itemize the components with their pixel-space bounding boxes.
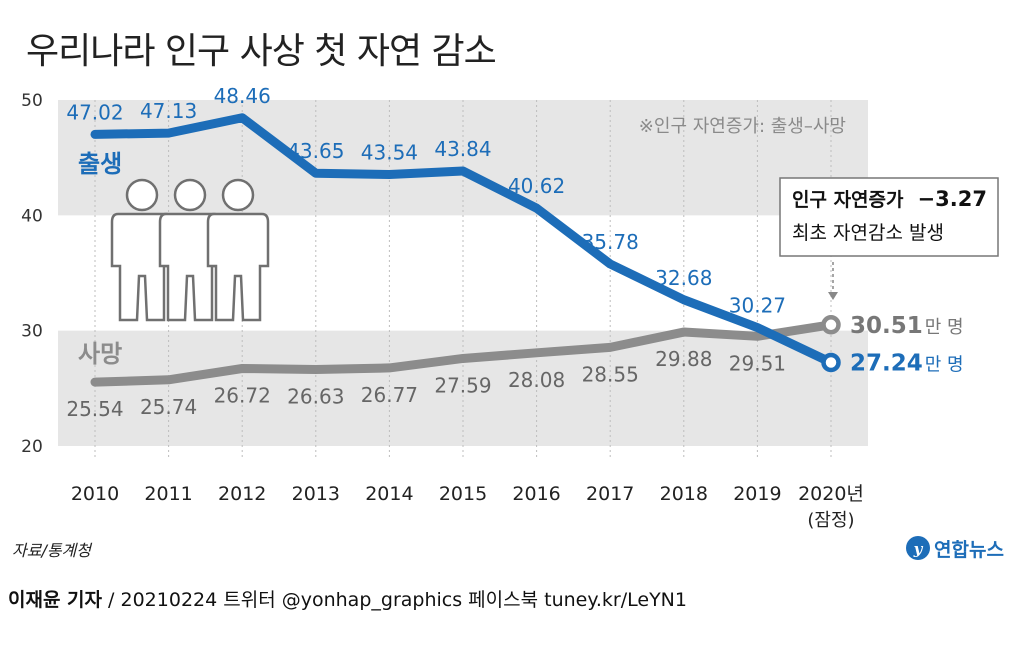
- deaths-unit: 만 명: [925, 317, 964, 338]
- births-label-2020: 27.24 만 명: [850, 350, 964, 376]
- formula-note: ※인구 자연증가: 출생–사망: [639, 116, 846, 137]
- births-label-2018: 32.68: [655, 266, 712, 290]
- births-label-2012: 48.46: [214, 84, 271, 108]
- deaths-label-2012: 26.72: [214, 383, 271, 407]
- x-tick-2015: 2015: [439, 483, 487, 505]
- footer-credit: 이재윤 기자 / 20210224 트위터 @yonhap_graphics 페…: [8, 585, 687, 612]
- deaths-line: [90, 320, 836, 387]
- births-label-2017: 35.78: [582, 230, 639, 254]
- x-tick-2012: 2012: [218, 483, 266, 505]
- deaths-label-2019: 29.51: [729, 351, 786, 375]
- x-tick-2020년: 2020년: [798, 483, 864, 505]
- y-tick-20: 20: [21, 437, 43, 457]
- x-tick-sublabel: (잠정): [807, 510, 854, 531]
- x-tick-2017: 2017: [586, 483, 634, 505]
- callout-subtext: 최초 자연감소 발생: [792, 222, 944, 244]
- births-series-label: 출생: [78, 150, 122, 178]
- svg-text:y: y: [913, 540, 924, 558]
- deaths-endpoint: [821, 315, 841, 335]
- chart-bands: [58, 100, 868, 446]
- svg-text:인구 자연증가 −3.27: 인구 자연증가 −3.27: [792, 187, 987, 211]
- x-tick-2011: 2011: [144, 483, 192, 505]
- births-label-2010: 47.02: [66, 100, 123, 124]
- births-endpoint: [821, 352, 841, 373]
- callout-label: 인구 자연증가: [792, 189, 904, 211]
- x-tick-2019: 2019: [733, 483, 781, 505]
- deaths-label-2016: 28.08: [508, 368, 565, 392]
- x-tick-2013: 2013: [292, 483, 340, 505]
- births-label-2015: 43.84: [434, 137, 491, 161]
- yonhap-logo: y 연합뉴스: [906, 536, 1004, 561]
- x-tick-2014: 2014: [365, 483, 413, 505]
- deaths-label-2017: 28.55: [582, 362, 639, 386]
- x-axis: 2010 2011 2012 2013 2014 2015 2016 2017 2018 2019…: [71, 483, 864, 531]
- deaths-series-label: 사망: [78, 340, 122, 368]
- births-label-2016: 40.62: [508, 174, 565, 198]
- births-line: [90, 113, 836, 367]
- deaths-label-2015: 27.59: [434, 373, 491, 397]
- people-illustration: [110, 178, 270, 322]
- footer-details: / 20210224 트위터 @yonhap_graphics 페이스북 tun…: [102, 589, 687, 611]
- births-label-2011: 47.13: [140, 99, 197, 123]
- deaths-label-2018: 29.88: [655, 347, 712, 371]
- page-title: 우리나라 인구 사상 첫 자연 감소: [26, 31, 497, 72]
- source-label: 자료/통계청: [12, 541, 93, 560]
- x-tick-2010: 2010: [71, 483, 119, 505]
- callout-box: 인구 자연증가 −3.27 최초 자연감소 발생: [779, 177, 999, 257]
- y-axis: 20 30 40 50: [21, 91, 43, 457]
- deaths-label-2013: 26.63: [287, 385, 344, 409]
- births-label-2013: 43.65: [287, 139, 344, 163]
- y-tick-40: 40: [21, 206, 43, 226]
- deaths-label-2011: 25.74: [140, 395, 197, 419]
- births-label-2014: 43.54: [361, 141, 418, 165]
- x-tick-2016: 2016: [512, 483, 560, 505]
- deaths-label-2010: 25.54: [66, 397, 123, 421]
- callout-value: −3.27: [918, 187, 987, 211]
- reporter-name: 이재윤 기자: [8, 589, 103, 611]
- births-label-2019: 30.27: [729, 294, 786, 318]
- y-tick-50: 50: [21, 91, 43, 111]
- deaths-label-2020: 30.51 만 명: [850, 313, 964, 339]
- callout-arrow-icon: [828, 292, 838, 300]
- x-tick-2018: 2018: [660, 483, 708, 505]
- births-unit: 만 명: [925, 354, 964, 375]
- y-tick-30: 30: [21, 322, 43, 342]
- deaths-label-2014: 26.77: [361, 383, 418, 407]
- svg-text:연합뉴스: 연합뉴스: [934, 539, 1004, 561]
